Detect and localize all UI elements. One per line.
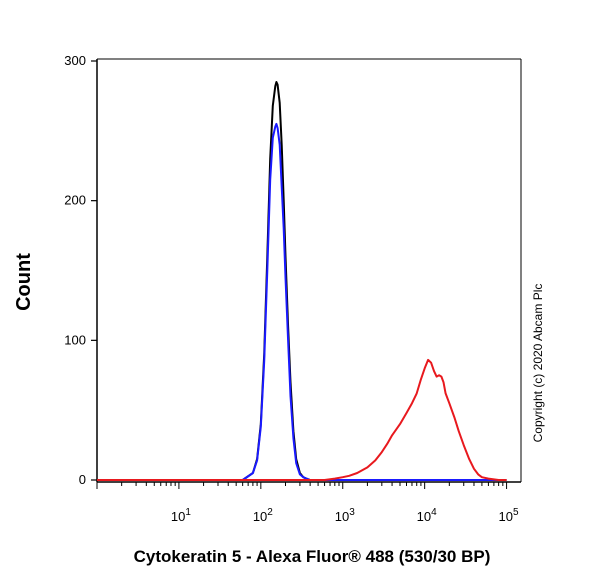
x-tick-label-10-4: 104: [417, 507, 437, 524]
x-tick-label-10-1: 101: [171, 507, 191, 524]
plot-frame: [96, 58, 522, 483]
x-axis-title: Cytokeratin 5 - Alexa Fluor® 488 (530/30…: [134, 547, 491, 566]
y-axis-title: Count: [13, 253, 35, 311]
series-blue-line: [97, 122, 507, 481]
series-red-line: [97, 358, 507, 481]
x-tick-label-10-2: 102: [253, 507, 273, 524]
x-axis-ticks: [96, 482, 508, 489]
y-tick-label-0: 0: [79, 472, 86, 487]
y-tick-label-200: 200: [64, 193, 86, 208]
y-tick-label-300: 300: [64, 53, 86, 68]
x-axis-labels: 101 102 103 104 105: [171, 507, 519, 524]
copyright-annotation: Copyright (c) 2020 Abcam Plc: [531, 284, 545, 443]
x-tick-label-10-5: 105: [499, 507, 519, 524]
x-tick-label-10-3: 103: [335, 507, 355, 524]
y-tick-label-100: 100: [64, 332, 86, 347]
y-axis: 0 100 200 300: [64, 53, 97, 487]
series-group: [97, 81, 507, 481]
